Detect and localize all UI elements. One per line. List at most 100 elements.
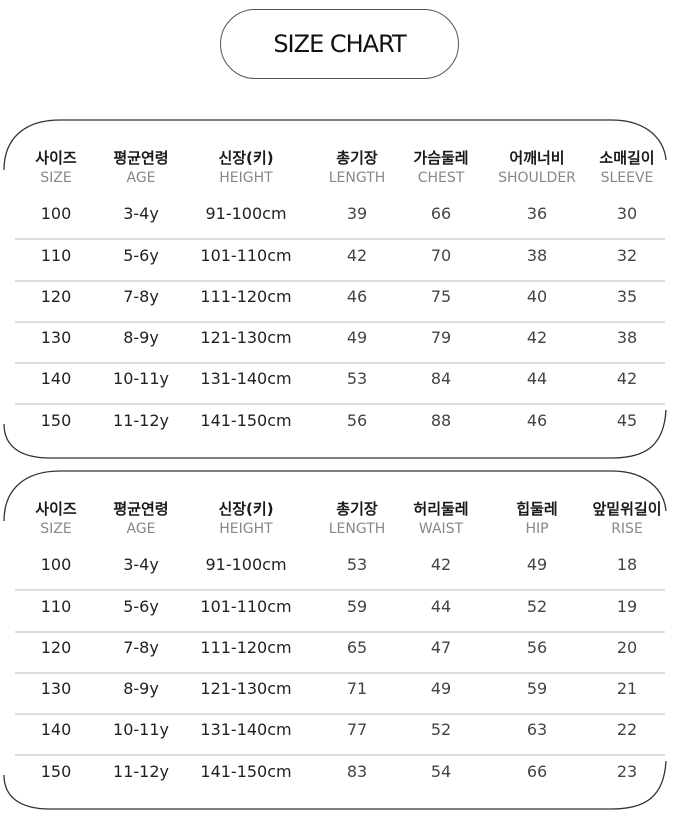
table-cell: 21 bbox=[616, 679, 638, 698]
table-cell: 66 bbox=[430, 204, 452, 223]
column-header-english: RISE bbox=[611, 521, 643, 537]
table-cell: 71 bbox=[346, 679, 368, 698]
frame-bottom bbox=[3, 409, 667, 459]
column-header-english: SIZE bbox=[40, 170, 72, 186]
size-chart-title: SIZE CHART bbox=[220, 9, 459, 79]
table-cell: 91-100cm bbox=[205, 204, 287, 223]
table-cell: 84 bbox=[430, 369, 452, 388]
table-cell: 140 bbox=[40, 369, 72, 388]
column-header-korean: 평균연령 bbox=[113, 149, 169, 167]
table-cell: 35 bbox=[616, 287, 638, 306]
table-frame bbox=[3, 119, 667, 459]
table-cell: 53 bbox=[346, 555, 368, 574]
row-divider bbox=[15, 238, 665, 240]
table-cell: 88 bbox=[430, 411, 452, 430]
table-cell: 83 bbox=[346, 762, 368, 781]
table-cell: 32 bbox=[616, 246, 638, 265]
column-header-korean: 앞밑위길이 bbox=[592, 500, 662, 518]
column-header-english: LENGTH bbox=[328, 521, 386, 537]
column-header-korean: 어깨너비 bbox=[509, 149, 565, 167]
row-divider bbox=[15, 631, 665, 633]
table-cell: 59 bbox=[346, 597, 368, 616]
table-cell: 42 bbox=[430, 555, 452, 574]
table-cell: 3-4y bbox=[123, 204, 159, 223]
table-cell: 11-12y bbox=[113, 411, 169, 430]
column-header-english: SHOULDER bbox=[498, 170, 576, 186]
table-cell: 131-140cm bbox=[200, 369, 292, 388]
column-header-korean: 총기장 bbox=[336, 149, 378, 167]
table-cell: 131-140cm bbox=[200, 720, 292, 739]
column-header-korean: 가슴둘레 bbox=[413, 149, 469, 167]
table-cell: 101-110cm bbox=[200, 246, 292, 265]
table-cell: 7-8y bbox=[123, 287, 159, 306]
table-cell: 66 bbox=[526, 762, 548, 781]
column-header-english: HEIGHT bbox=[219, 170, 273, 186]
table-cell: 121-130cm bbox=[200, 328, 292, 347]
table-cell: 11-12y bbox=[113, 762, 169, 781]
table-cell: 77 bbox=[346, 720, 368, 739]
table-cell: 130 bbox=[40, 679, 72, 698]
column-header-korean: 평균연령 bbox=[113, 500, 169, 518]
table-frame bbox=[3, 470, 667, 810]
frame-bottom bbox=[3, 760, 667, 810]
column-header-korean: 소매길이 bbox=[599, 149, 655, 167]
table-cell: 63 bbox=[526, 720, 548, 739]
table-cell: 52 bbox=[430, 720, 452, 739]
table-cell: 10-11y bbox=[113, 369, 169, 388]
row-divider bbox=[15, 713, 665, 715]
table-cell: 10-11y bbox=[113, 720, 169, 739]
row-divider bbox=[15, 280, 665, 282]
row-divider bbox=[15, 754, 665, 756]
table-cell: 150 bbox=[40, 411, 72, 430]
table-cell: 42 bbox=[346, 246, 368, 265]
table-cell: 70 bbox=[430, 246, 452, 265]
column-header-english: WAIST bbox=[418, 521, 464, 537]
table-cell: 54 bbox=[430, 762, 452, 781]
table-cell: 8-9y bbox=[123, 328, 159, 347]
table-cell: 38 bbox=[526, 246, 548, 265]
table-cell: 56 bbox=[346, 411, 368, 430]
table-cell: 130 bbox=[40, 328, 72, 347]
column-header-korean: 총기장 bbox=[336, 500, 378, 518]
column-header-korean: 신장(키) bbox=[218, 500, 274, 518]
table-cell: 44 bbox=[526, 369, 548, 388]
table-cell: 141-150cm bbox=[200, 762, 292, 781]
table-cell: 75 bbox=[430, 287, 452, 306]
frame-top bbox=[3, 470, 667, 522]
table-cell: 52 bbox=[526, 597, 548, 616]
table-cell: 141-150cm bbox=[200, 411, 292, 430]
table-cell: 110 bbox=[40, 246, 72, 265]
table-cell: 100 bbox=[40, 204, 72, 223]
table-cell: 121-130cm bbox=[200, 679, 292, 698]
column-header-korean: 사이즈 bbox=[35, 149, 77, 167]
table-cell: 44 bbox=[430, 597, 452, 616]
table-cell: 23 bbox=[616, 762, 638, 781]
column-header-korean: 신장(키) bbox=[218, 149, 274, 167]
table-cell: 111-120cm bbox=[200, 287, 292, 306]
row-divider bbox=[15, 403, 665, 405]
row-divider bbox=[15, 589, 665, 591]
table-cell: 150 bbox=[40, 762, 72, 781]
table-cell: 59 bbox=[526, 679, 548, 698]
table-cell: 79 bbox=[430, 328, 452, 347]
table-cell: 40 bbox=[526, 287, 548, 306]
row-divider bbox=[15, 362, 665, 364]
table-cell: 111-120cm bbox=[200, 638, 292, 657]
column-header-korean: 힙둘레 bbox=[516, 500, 558, 518]
column-header-english: HIP bbox=[525, 521, 549, 537]
table-cell: 91-100cm bbox=[205, 555, 287, 574]
column-header-korean: 사이즈 bbox=[35, 500, 77, 518]
table-cell: 5-6y bbox=[123, 597, 159, 616]
column-header-english: SIZE bbox=[40, 521, 72, 537]
column-header-english: HEIGHT bbox=[219, 521, 273, 537]
table-cell: 140 bbox=[40, 720, 72, 739]
table-cell: 3-4y bbox=[123, 555, 159, 574]
table-cell: 7-8y bbox=[123, 638, 159, 657]
table-cell: 65 bbox=[346, 638, 368, 657]
row-divider bbox=[15, 672, 665, 674]
table-cell: 30 bbox=[616, 204, 638, 223]
table-cell: 120 bbox=[40, 287, 72, 306]
table-cell: 19 bbox=[616, 597, 638, 616]
bottom-size-table: 사이즈 SIZE 평균연령 AGE 신장(키) HEIGHT 총기장 LENGTH 허리둘레 WA… bbox=[0, 469, 680, 813]
table-cell: 20 bbox=[616, 638, 638, 657]
